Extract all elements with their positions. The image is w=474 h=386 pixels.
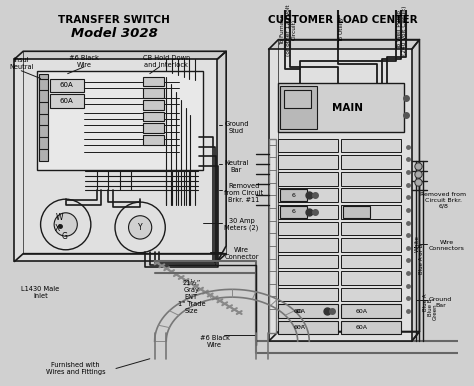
Bar	[341, 255, 401, 268]
Bar	[278, 304, 338, 318]
Text: To Utility: To Utility	[338, 17, 344, 42]
Text: White: White	[415, 235, 420, 252]
Bar	[278, 255, 338, 268]
Text: Removed
from Circuit
Brkr. #11: Removed from Circuit Brkr. #11	[224, 183, 264, 203]
Text: Wire
Connector: Wire Connector	[224, 247, 259, 260]
Text: 60A: 60A	[356, 325, 367, 330]
Text: X: X	[55, 224, 60, 233]
Text: Ground
Bar: Ground Bar	[429, 297, 452, 308]
Text: 60A: 60A	[60, 98, 73, 104]
Text: Y: Y	[138, 223, 143, 232]
Text: L1430 Male
Inlet: L1430 Male Inlet	[21, 286, 60, 299]
Bar	[278, 222, 338, 235]
Text: CB Hold Down
and Interlock: CB Hold Down and Interlock	[143, 54, 190, 68]
Text: G: G	[62, 232, 68, 240]
Bar	[143, 123, 164, 133]
Bar	[23, 51, 226, 254]
Text: 60A: 60A	[356, 308, 367, 313]
Text: Ground
Stud: Ground Stud	[224, 121, 249, 134]
Bar	[278, 188, 338, 202]
Text: Blue B: Blue B	[428, 298, 433, 316]
Text: 6: 6	[292, 209, 296, 214]
Bar	[341, 321, 401, 334]
Circle shape	[128, 216, 152, 239]
Text: #6 Black
Wire: #6 Black Wire	[200, 335, 229, 348]
Bar	[278, 288, 338, 301]
Text: Model 3028: Model 3028	[71, 27, 157, 40]
Bar	[278, 271, 338, 285]
Text: To Furnace
(or other 120 Volt
Circuit): To Furnace (or other 120 Volt Circuit)	[280, 4, 296, 56]
Bar	[278, 156, 338, 169]
Text: Blue A: Blue A	[423, 294, 428, 311]
Text: 60: 60	[296, 308, 303, 313]
Bar	[280, 86, 317, 129]
Bar	[343, 206, 370, 218]
Bar	[143, 76, 164, 86]
Bar	[341, 222, 401, 235]
Text: 6: 6	[292, 193, 296, 198]
Text: Neutral
Bar: Neutral Bar	[224, 159, 249, 173]
Text: Green: Green	[432, 304, 438, 320]
Bar	[50, 94, 84, 108]
Bar	[341, 205, 401, 218]
Bar	[143, 100, 164, 110]
Text: 21¹⁄₂”
Gray
ENT
1" Trade
Size: 21¹⁄₂” Gray ENT 1" Trade Size	[178, 281, 205, 315]
Text: 30 Amp
Meters (2): 30 Amp Meters (2)	[224, 218, 259, 231]
Bar	[278, 321, 338, 334]
Text: #6 Black
Wire: #6 Black Wire	[69, 54, 99, 68]
Bar	[341, 304, 401, 318]
Bar	[278, 238, 338, 252]
Bar	[15, 59, 218, 261]
Bar	[278, 139, 338, 152]
Bar	[280, 190, 307, 201]
Bar	[341, 288, 401, 301]
Circle shape	[115, 202, 165, 253]
Text: TRANSFER SWITCH: TRANSFER SWITCH	[58, 15, 170, 25]
Bar	[278, 40, 419, 332]
Bar	[278, 205, 338, 218]
Bar	[284, 90, 311, 108]
Text: 60A: 60A	[293, 325, 306, 330]
Bar	[280, 206, 307, 218]
Bar	[143, 135, 164, 145]
Bar	[278, 83, 404, 132]
Bar	[269, 49, 412, 341]
Text: Blue A or B: Blue A or B	[419, 244, 424, 274]
Text: To Well Pump
(240 Volt Circuit): To Well Pump (240 Volt Circuit)	[397, 5, 408, 55]
Bar	[39, 74, 48, 161]
Text: Wire
Connectors: Wire Connectors	[429, 240, 465, 251]
Text: Insul
Neutral: Insul Neutral	[9, 58, 34, 70]
Text: 60A: 60A	[293, 308, 306, 313]
Text: CUSTOMER LOAD CENTER: CUSTOMER LOAD CENTER	[268, 15, 418, 25]
Bar	[50, 78, 84, 92]
Bar	[341, 188, 401, 202]
Bar	[269, 139, 276, 334]
Bar	[278, 172, 338, 186]
Bar	[36, 71, 203, 170]
Text: Removed from
Circuit Brkr.
6/8: Removed from Circuit Brkr. 6/8	[420, 192, 466, 208]
Bar	[143, 112, 164, 121]
Bar	[341, 156, 401, 169]
Bar	[143, 88, 164, 98]
Bar	[341, 238, 401, 252]
Bar	[341, 172, 401, 186]
Text: W: W	[56, 213, 64, 222]
Bar	[341, 271, 401, 285]
Bar	[341, 139, 401, 152]
Text: Furnished with
Wires and Fittings: Furnished with Wires and Fittings	[46, 362, 105, 375]
Circle shape	[54, 213, 77, 236]
Text: 60A: 60A	[60, 82, 73, 88]
Circle shape	[41, 199, 91, 250]
Text: MAIN: MAIN	[332, 103, 364, 113]
